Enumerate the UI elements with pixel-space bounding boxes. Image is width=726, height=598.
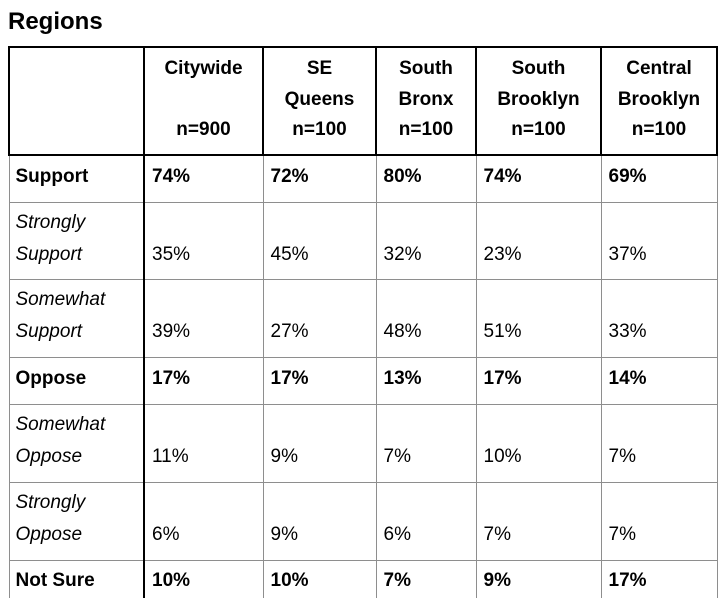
sample-size-label: n=100 (292, 119, 347, 141)
value-cell: 45% (262, 201, 377, 281)
sample-size-label: n=900 (176, 119, 231, 141)
value-cell: 9% (475, 559, 602, 598)
table-row: Somewhat Oppose 11% 9% 7% 10% 7% (8, 404, 718, 484)
value-cell: 11% (143, 404, 264, 484)
value-cell: 6% (375, 482, 477, 561)
value-cell: 74% (143, 154, 264, 203)
column-name: South Bronx (381, 54, 471, 116)
value-cell: 80% (375, 154, 477, 203)
header-row: Citywide n=900 SE Queens n=100 South Bronx n=10… (8, 45, 718, 157)
value-cell: 23% (475, 201, 602, 281)
value-cell: 37% (600, 201, 718, 281)
column-name-line: SE (306, 57, 333, 79)
column-name-line: Bronx (398, 88, 454, 110)
row-label: Strongly Oppose (8, 482, 145, 561)
column-header: South Bronx n=100 (375, 45, 477, 157)
value-cell: 9% (262, 404, 377, 484)
column-name-line: South (399, 57, 453, 79)
value-cell: 69% (600, 154, 718, 203)
value-cell: 48% (375, 279, 477, 359)
column-header: Central Brooklyn n=100 (600, 45, 718, 157)
value-cell: 17% (600, 559, 718, 598)
value-cell: 17% (475, 357, 602, 406)
column-name-line: Brooklyn (497, 88, 580, 110)
value-cell: 7% (375, 404, 477, 484)
value-cell: 10% (475, 404, 602, 484)
sample-size-label: n=100 (511, 119, 566, 141)
table-row: Strongly Support 35% 45% 32% 23% 37% (8, 201, 718, 281)
value-cell: 7% (375, 559, 477, 598)
value-cell: 35% (143, 201, 264, 281)
sample-size-label: n=100 (631, 119, 687, 141)
column-name: Central Brooklyn (606, 54, 712, 116)
table-row: Support 74% 72% 80% 74% 69% (8, 154, 718, 203)
value-cell: 17% (262, 357, 377, 406)
row-label: Strongly Support (8, 201, 145, 281)
column-header: South Brooklyn n=100 (475, 45, 602, 157)
value-cell: 7% (475, 482, 602, 561)
table-row: Strongly Oppose 6% 9% 6% 7% 7% (8, 482, 718, 561)
value-cell: 7% (600, 482, 718, 561)
value-cell: 17% (143, 357, 264, 406)
column-name-line: Queens (284, 88, 355, 110)
column-name: South Brooklyn (481, 54, 596, 116)
row-label: Somewhat Oppose (8, 404, 145, 484)
row-label: Oppose (8, 357, 145, 406)
table-row: Somewhat Support 39% 27% 48% 51% 33% (8, 279, 718, 359)
value-cell: 9% (262, 482, 377, 561)
row-label: Support (8, 154, 145, 203)
value-cell: 32% (375, 201, 477, 281)
table-row: Not Sure 10% 10% 7% 9% 17% (8, 559, 718, 598)
row-label: Not Sure (8, 559, 145, 598)
column-name-line: South (511, 57, 566, 79)
value-cell: 10% (262, 559, 377, 598)
column-header: SE Queens n=100 (262, 45, 377, 157)
column-name-line: Central (626, 57, 692, 79)
value-cell: 72% (262, 154, 377, 203)
column-name-line: Brooklyn (617, 88, 701, 110)
value-cell: 27% (262, 279, 377, 359)
value-cell: 14% (600, 357, 718, 406)
regions-table: Citywide n=900 SE Queens n=100 South Bronx n=10… (8, 45, 718, 598)
column-name: Citywide (149, 54, 258, 85)
value-cell: 13% (375, 357, 477, 406)
table-row: Oppose 17% 17% 13% 17% 14% (8, 357, 718, 406)
column-name-line: Citywide (164, 57, 243, 79)
value-cell: 7% (600, 404, 718, 484)
value-cell: 39% (143, 279, 264, 359)
value-cell: 33% (600, 279, 718, 359)
value-cell: 74% (475, 154, 602, 203)
value-cell: 10% (143, 559, 264, 598)
corner-cell (8, 45, 145, 157)
page-title: Regions (8, 8, 103, 35)
column-name: SE Queens (268, 54, 371, 116)
value-cell: 51% (475, 279, 602, 359)
row-label: Somewhat Support (8, 279, 145, 359)
column-header: Citywide n=900 (143, 45, 264, 157)
value-cell: 6% (143, 482, 264, 561)
sample-size-label: n=100 (398, 119, 454, 141)
